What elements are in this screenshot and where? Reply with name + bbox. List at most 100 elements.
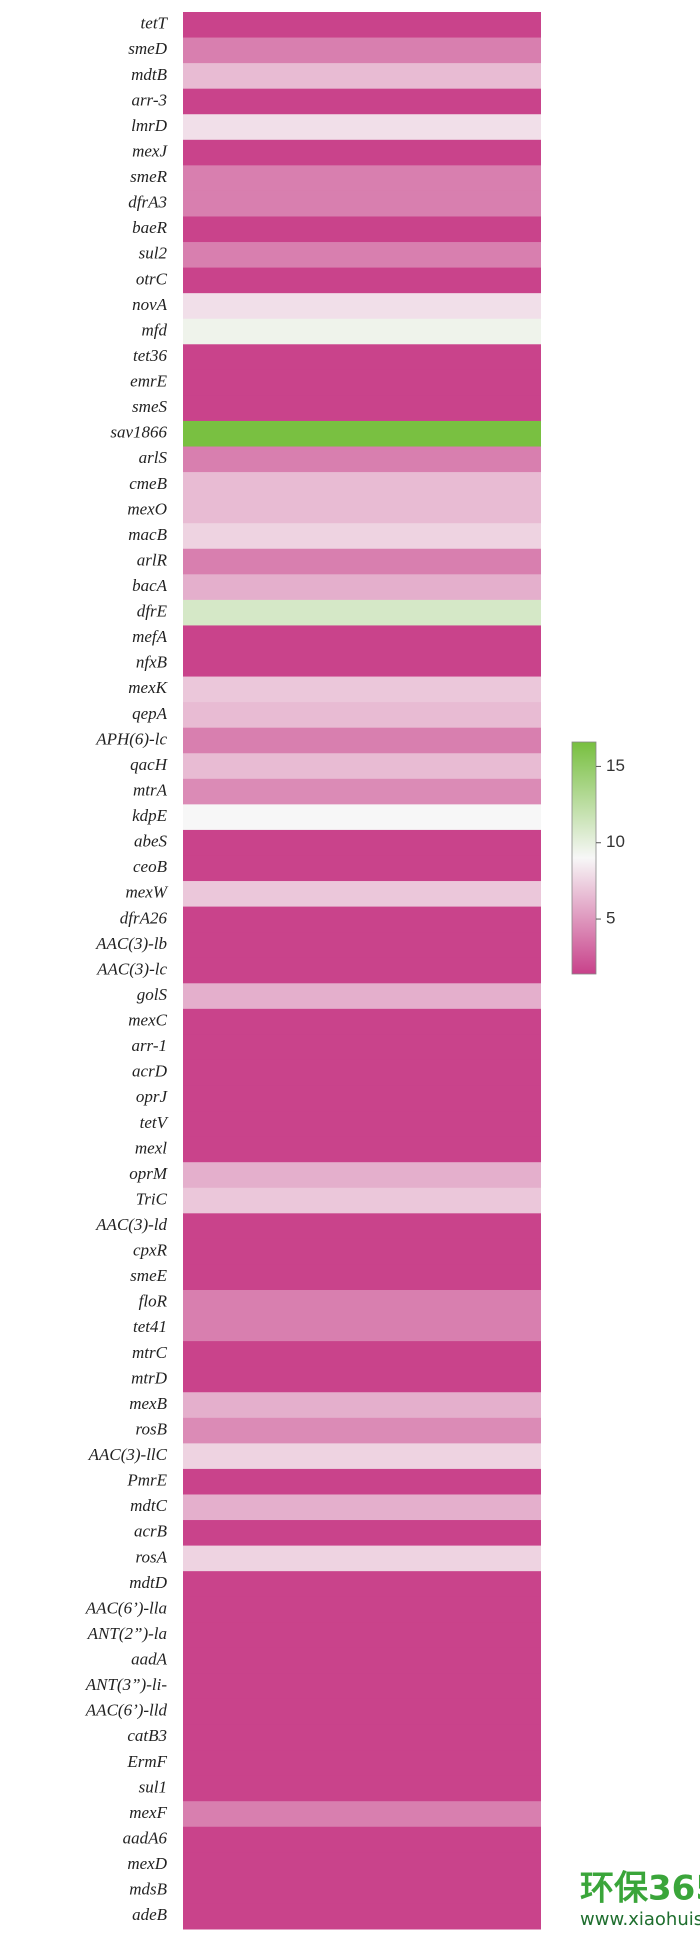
heat-cell bbox=[183, 88, 541, 115]
row-label: mexJ bbox=[132, 141, 168, 160]
row-label: mdtD bbox=[129, 1573, 168, 1592]
heat-cell bbox=[183, 1545, 541, 1572]
heat-cell bbox=[183, 1852, 541, 1879]
heat-cell bbox=[183, 114, 541, 141]
row-label: smeS bbox=[132, 397, 167, 416]
heat-cell bbox=[183, 1801, 541, 1828]
heat-cell bbox=[183, 957, 541, 984]
heat-cell bbox=[183, 881, 541, 908]
row-label: kdpE bbox=[132, 806, 168, 825]
colorbar bbox=[571, 741, 597, 975]
row-label: mfd bbox=[142, 320, 168, 339]
heat-cell bbox=[183, 1903, 541, 1930]
row-label: mexF bbox=[129, 1803, 167, 1822]
row-label: mexW bbox=[125, 883, 168, 902]
row-label: mexK bbox=[128, 678, 168, 697]
row-label: mdtC bbox=[130, 1496, 168, 1515]
row-label: tet36 bbox=[133, 346, 167, 365]
row-label: mtrC bbox=[132, 1343, 168, 1362]
row-label: baeR bbox=[132, 218, 168, 237]
row-label: dfrE bbox=[137, 602, 168, 621]
row-label: adeB bbox=[132, 1905, 168, 1924]
row-label: emrE bbox=[130, 372, 167, 391]
heat-cell bbox=[183, 804, 541, 831]
row-label: qepA bbox=[132, 704, 168, 723]
heat-cell bbox=[183, 1468, 541, 1495]
row-label: oprM bbox=[129, 1164, 168, 1183]
row-label: mexD bbox=[127, 1854, 167, 1873]
row-label: sav1866 bbox=[110, 423, 167, 442]
row-label: smeD bbox=[128, 39, 167, 58]
heat-cell bbox=[183, 1673, 541, 1700]
heat-cell bbox=[183, 1826, 541, 1853]
row-label: qacH bbox=[130, 755, 169, 774]
heat-cell bbox=[183, 242, 541, 269]
row-label: AAC(3)-ld bbox=[95, 1215, 167, 1234]
row-label: sul2 bbox=[139, 244, 168, 263]
row-label: mexC bbox=[128, 1011, 167, 1030]
row-label: golS bbox=[137, 985, 168, 1004]
heat-cell bbox=[183, 1187, 541, 1214]
row-label: floR bbox=[139, 1292, 168, 1311]
heat-cell bbox=[183, 1698, 541, 1726]
heat-cell bbox=[183, 676, 541, 703]
heat-cell bbox=[183, 983, 541, 1010]
heat-cell bbox=[183, 1647, 541, 1674]
row-label: tetT bbox=[141, 14, 169, 33]
heat-cell bbox=[183, 1085, 541, 1112]
row-label: novA bbox=[132, 295, 168, 314]
heat-cell bbox=[183, 1417, 541, 1444]
row-label: tet41 bbox=[133, 1317, 167, 1336]
heat-cell bbox=[183, 1520, 541, 1547]
row-label: mefA bbox=[132, 627, 168, 646]
row-label: rosB bbox=[136, 1419, 168, 1438]
heat-cell bbox=[183, 753, 541, 780]
heat-cell bbox=[183, 625, 541, 652]
row-label: catB3 bbox=[127, 1726, 167, 1745]
heat-cell bbox=[183, 702, 541, 729]
row-label: AAC(3)-llC bbox=[88, 1445, 168, 1464]
heat-cell bbox=[183, 1366, 541, 1393]
row-label: AAC(3)-lc bbox=[96, 959, 167, 978]
row-label: mtrA bbox=[133, 780, 168, 799]
heat-cell bbox=[183, 1290, 541, 1317]
heat-cell bbox=[183, 651, 541, 678]
heat-cell bbox=[183, 855, 541, 882]
row-label: mdsB bbox=[129, 1880, 167, 1899]
colorbar-tick-label: 5 bbox=[606, 909, 615, 928]
heat-cell bbox=[183, 293, 541, 320]
heat-cell bbox=[183, 727, 541, 754]
heat-cell bbox=[183, 12, 541, 39]
row-label: otrC bbox=[136, 269, 168, 288]
heat-cell bbox=[183, 778, 541, 805]
row-label: oprJ bbox=[136, 1087, 169, 1106]
heat-cell bbox=[183, 420, 541, 448]
row-label: arlS bbox=[139, 448, 168, 467]
heat-cell bbox=[183, 1392, 541, 1419]
row-label: acrD bbox=[132, 1062, 168, 1081]
row-label: macB bbox=[128, 525, 167, 544]
heat-cell bbox=[183, 599, 541, 626]
row-label: bacA bbox=[132, 576, 168, 595]
heat-cell bbox=[183, 1877, 541, 1904]
row-label: ANT(3”)-li- bbox=[85, 1675, 168, 1694]
row-label: acrB bbox=[134, 1522, 168, 1541]
heat-cell bbox=[183, 267, 541, 294]
heat-cell bbox=[183, 1750, 541, 1777]
heat-cell bbox=[183, 165, 541, 192]
heat-cell bbox=[183, 548, 541, 575]
heat-cell bbox=[183, 1443, 541, 1470]
row-label: dfrA26 bbox=[120, 908, 168, 927]
row-label: nfxB bbox=[136, 653, 168, 672]
heat-cell bbox=[183, 369, 541, 396]
row-label: arlR bbox=[137, 550, 168, 569]
row-label: ceoB bbox=[133, 857, 168, 876]
row-label: dfrA3 bbox=[128, 193, 167, 212]
row-label: AAC(6’)-lld bbox=[85, 1701, 168, 1720]
row-label: aadA bbox=[131, 1650, 168, 1669]
row-label: cmeB bbox=[129, 474, 167, 493]
row-label: smeE bbox=[130, 1266, 167, 1285]
row-label: sul1 bbox=[139, 1777, 167, 1796]
row-label: lmrD bbox=[131, 116, 168, 135]
